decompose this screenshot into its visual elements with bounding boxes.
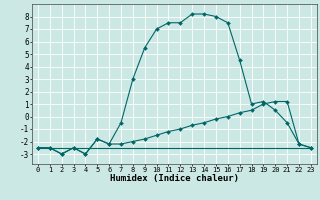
X-axis label: Humidex (Indice chaleur): Humidex (Indice chaleur) <box>110 174 239 183</box>
